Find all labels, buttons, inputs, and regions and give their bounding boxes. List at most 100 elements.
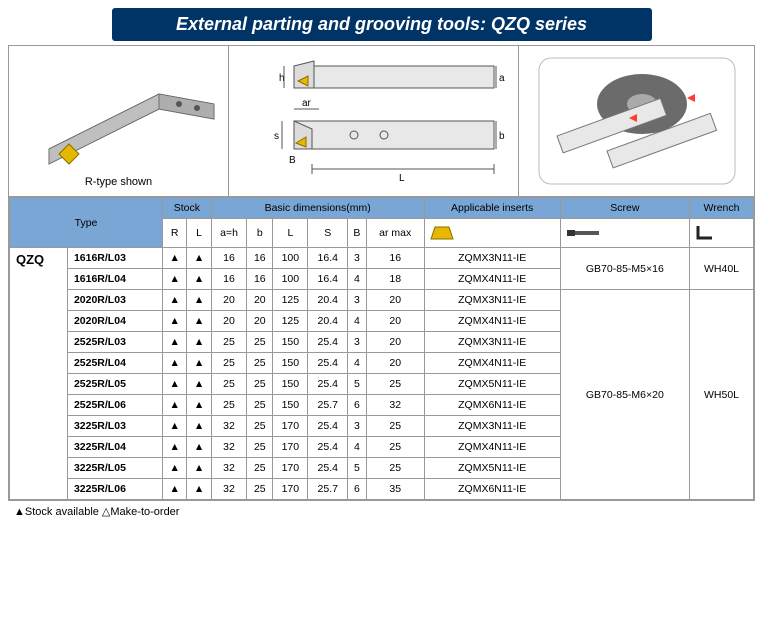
cell-armax: 20 [366, 332, 424, 353]
cell-stock-l: ▲ [187, 416, 211, 437]
cell-b: 25 [247, 479, 273, 500]
cell-S: 20.4 [308, 290, 348, 311]
cell-B: 3 [348, 248, 367, 269]
cell-insert: ZQMX4N11-IE [424, 269, 560, 290]
tool-use-svg [537, 56, 737, 186]
cell-b: 25 [247, 332, 273, 353]
cell-stock-l: ▲ [187, 479, 211, 500]
spec-table: Type Stock Basic dimensions(mm) Applicab… [9, 197, 754, 500]
cell-type: 3225R/L05 [67, 458, 162, 479]
cell-stock-r: ▲ [162, 269, 186, 290]
cell-S: 25.4 [308, 416, 348, 437]
hdr-L: L [187, 219, 211, 248]
cell-insert: ZQMX6N11-IE [424, 479, 560, 500]
hdr-screw-icon [560, 219, 689, 248]
cell-type: 2525R/L06 [67, 395, 162, 416]
cell-L: 100 [273, 269, 308, 290]
cell-B: 6 [348, 395, 367, 416]
cell-ah: 32 [211, 458, 247, 479]
dim-b: b [499, 131, 505, 142]
cell-insert: ZQMX3N11-IE [424, 248, 560, 269]
cell-stock-r: ▲ [162, 311, 186, 332]
cell-S: 25.7 [308, 479, 348, 500]
cell-S: 16.4 [308, 269, 348, 290]
hdr-S: S [308, 219, 348, 248]
cell-insert: ZQMX3N11-IE [424, 332, 560, 353]
cell-S: 25.4 [308, 458, 348, 479]
cell-ah: 32 [211, 479, 247, 500]
cell-armax: 25 [366, 437, 424, 458]
cell-ah: 32 [211, 416, 247, 437]
cell-b: 25 [247, 416, 273, 437]
hdr-wrench: Wrench [690, 198, 754, 219]
cell-insert: ZQMX5N11-IE [424, 458, 560, 479]
cell-insert: ZQMX5N11-IE [424, 374, 560, 395]
table-body: QZQ1616R/L03▲▲161610016.4316ZQMX3N11-IEG… [10, 248, 754, 500]
dim-s: s [274, 131, 279, 142]
cell-stock-r: ▲ [162, 332, 186, 353]
cell-B: 5 [348, 374, 367, 395]
cell-L: 125 [273, 290, 308, 311]
diagram-row: R-type shown h a ar s [9, 46, 754, 197]
cell-insert: ZQMX4N11-IE [424, 311, 560, 332]
cell-armax: 20 [366, 290, 424, 311]
cell-stock-r: ▲ [162, 248, 186, 269]
cell-ah: 25 [211, 374, 247, 395]
usage-view-cell [519, 46, 754, 196]
cell-b: 16 [247, 269, 273, 290]
hdr-ah: a=h [211, 219, 247, 248]
dim-L: L [399, 173, 405, 184]
cell-type: 2525R/L04 [67, 353, 162, 374]
iso-caption: R-type shown [85, 176, 152, 188]
hdr-insert-icon [424, 219, 560, 248]
cell-stock-l: ▲ [187, 395, 211, 416]
cell-stock-l: ▲ [187, 353, 211, 374]
cell-stock-r: ▲ [162, 395, 186, 416]
cell-type: 1616R/L03 [67, 248, 162, 269]
cell-L: 125 [273, 311, 308, 332]
cell-stock-r: ▲ [162, 416, 186, 437]
cell-armax: 18 [366, 269, 424, 290]
cell-type: 2020R/L04 [67, 311, 162, 332]
cell-S: 25.4 [308, 374, 348, 395]
cell-stock-r: ▲ [162, 437, 186, 458]
wrench-cell: WH40L [690, 248, 754, 290]
cell-L: 100 [273, 248, 308, 269]
cell-B: 6 [348, 479, 367, 500]
cell-S: 16.4 [308, 248, 348, 269]
cell-type: 3225R/L03 [67, 416, 162, 437]
cell-armax: 35 [366, 479, 424, 500]
cell-type: 3225R/L06 [67, 479, 162, 500]
cell-stock-l: ▲ [187, 458, 211, 479]
page-title: External parting and grooving tools: QZQ… [112, 8, 652, 41]
cell-L: 170 [273, 458, 308, 479]
cell-armax: 32 [366, 395, 424, 416]
hdr-armax: ar max [366, 219, 424, 248]
cell-B: 3 [348, 290, 367, 311]
wrench-cell: WH50L [690, 290, 754, 500]
hdr-b: b [247, 219, 273, 248]
cell-S: 25.4 [308, 332, 348, 353]
cell-armax: 16 [366, 248, 424, 269]
cell-armax: 20 [366, 353, 424, 374]
dim-B: B [289, 155, 296, 166]
cell-type: 2525R/L05 [67, 374, 162, 395]
iso-view-cell: R-type shown [9, 46, 229, 196]
cell-ah: 16 [211, 269, 247, 290]
cell-stock-l: ▲ [187, 332, 211, 353]
cell-stock-l: ▲ [187, 374, 211, 395]
cell-L: 170 [273, 479, 308, 500]
cell-L: 170 [273, 416, 308, 437]
hdr-Bcol: B [348, 219, 367, 248]
cell-L: 150 [273, 332, 308, 353]
cell-B: 3 [348, 416, 367, 437]
cell-armax: 25 [366, 416, 424, 437]
cell-B: 3 [348, 332, 367, 353]
legend: ▲Stock available △Make-to-order [8, 501, 755, 522]
cell-stock-r: ▲ [162, 290, 186, 311]
cell-ah: 25 [211, 353, 247, 374]
cell-b: 25 [247, 395, 273, 416]
cell-stock-l: ▲ [187, 311, 211, 332]
cell-type: 1616R/L04 [67, 269, 162, 290]
cell-B: 4 [348, 437, 367, 458]
